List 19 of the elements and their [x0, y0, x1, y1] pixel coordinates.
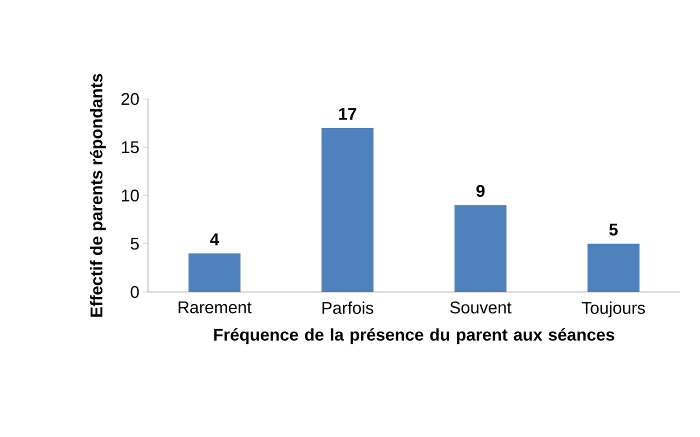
x-tick-label: Souvent — [450, 302, 512, 314]
y-tick-label: 10 — [122, 190, 139, 202]
x-tick-label: Parfois — [322, 302, 374, 314]
data-label: 17 — [339, 108, 356, 120]
y-tick-label: 20 — [122, 93, 139, 105]
data-label: 5 — [609, 224, 618, 236]
y-tick-label: 5 — [130, 238, 139, 250]
x-tick-label: Rarement — [178, 302, 252, 314]
y-tick-label: 15 — [122, 141, 139, 154]
x-axis-title: Fréquence de la présence du parent aux séances — [214, 328, 614, 344]
bar — [588, 244, 640, 292]
bar — [454, 205, 507, 292]
data-label: 9 — [476, 184, 485, 197]
bar — [322, 128, 374, 292]
data-label: 4 — [210, 234, 220, 246]
y-tick-label: 0 — [130, 286, 139, 298]
x-tick-label: Toujours — [582, 302, 645, 318]
y-axis-title: Effectif de parents répondants — [90, 74, 106, 317]
bar — [188, 253, 240, 292]
